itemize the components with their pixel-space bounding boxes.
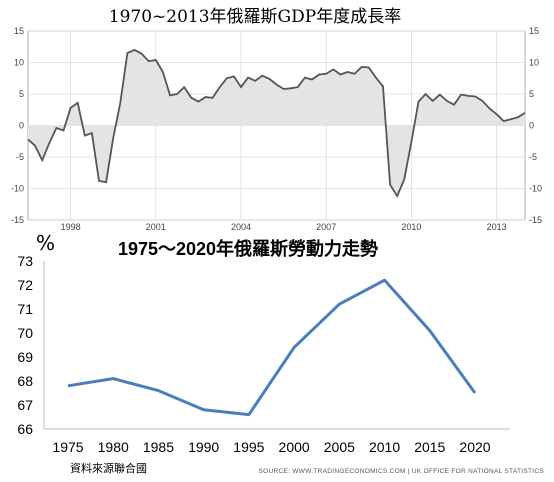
gdp-y-tick-label-right: 15 [529, 26, 539, 36]
gdp-y-tick-label: 0 [19, 121, 24, 131]
gdp-y-tick-label: 10 [14, 58, 24, 68]
labor-x-tick-label: 1985 [143, 439, 174, 455]
labor-y-ticks: 73 72 71 70 69 68 67 66 [17, 253, 33, 437]
labor-x-tick-label: 2000 [279, 439, 310, 455]
gdp-y-tick-label: -5 [16, 152, 24, 162]
gdp-x-tick-label: 2010 [401, 222, 421, 232]
labor-x-tick-label: 2005 [324, 439, 355, 455]
labor-y-tick-label: 66 [17, 421, 33, 437]
gdp-y-tick-label-right: -15 [529, 215, 542, 225]
gdp-area-fill [28, 49, 525, 197]
labor-series-line [67, 278, 477, 417]
labor-force-chart: % 1975～2020年俄羅斯勞動力走勢 73 72 71 70 69 68 67 66 19… [17, 231, 544, 475]
gdp-y-tick-label: -10 [11, 184, 24, 194]
labor-chart-title: 1975～2020年俄羅斯勞動力走勢 [118, 238, 378, 259]
labor-y-tick-label: 68 [17, 373, 33, 389]
gdp-x-tick-label: 2004 [231, 222, 251, 232]
labor-x-tick-label: 2010 [369, 439, 400, 455]
gdp-y-ticks-right: 15 10 5 0 -5 -10 -15 [529, 26, 542, 225]
labor-y-tick-label: 73 [17, 253, 33, 269]
labor-x-tick-label: 1990 [188, 439, 219, 455]
gdp-series-line [27, 48, 526, 199]
labor-y-tick-label: 67 [17, 397, 33, 413]
labor-y-tick-label: 70 [17, 325, 33, 341]
gdp-y-tick-label-right: -5 [529, 152, 537, 162]
gdp-y-tick-label: -15 [11, 215, 24, 225]
gdp-x-tick-label: 2001 [146, 222, 166, 232]
labor-y-tick-label: 71 [17, 301, 33, 317]
gdp-x-tick-label: 1998 [61, 222, 81, 232]
gdp-y-tick-label: 15 [14, 26, 24, 36]
gdp-y-tick-label-right: 0 [529, 121, 534, 131]
gdp-x-tick-label: 2013 [487, 222, 507, 232]
gdp-y-tick-label: 5 [19, 89, 24, 99]
gdp-y-tick-label-right: 5 [529, 89, 534, 99]
data-source-note: 資料來源聯合國 [70, 461, 147, 475]
gdp-y-tick-label-right: -10 [529, 184, 542, 194]
labor-x-tick-label: 1975 [52, 439, 83, 455]
labor-unit-label: % [36, 231, 55, 255]
source-credit: SOURCE: WWW.TRADINGECONOMICS.COM | UK OF… [259, 468, 545, 475]
gdp-x-tick-label: 2007 [316, 222, 336, 232]
labor-x-tick-label: 1995 [233, 439, 264, 455]
gdp-y-tick-label-right: 10 [529, 58, 539, 68]
gdp-y-ticks-left: 15 10 5 0 -5 -10 -15 [11, 26, 24, 225]
labor-x-ticks: 1975 1980 1985 1990 1995 2000 2005 2010 2015 2020 [52, 439, 490, 455]
labor-y-tick-label: 69 [17, 349, 33, 365]
labor-x-tick-label: 2020 [459, 439, 490, 455]
gdp-x-ticks: 1998 2001 2004 2007 2010 2013 [61, 222, 507, 232]
labor-y-tick-label: 72 [17, 277, 33, 293]
labor-x-tick-label: 2015 [414, 439, 445, 455]
labor-axes [43, 261, 510, 430]
gdp-chart-title: 1970~2013年俄羅斯GDP年度成長率 [109, 7, 401, 27]
labor-x-tick-label: 1980 [98, 439, 129, 455]
